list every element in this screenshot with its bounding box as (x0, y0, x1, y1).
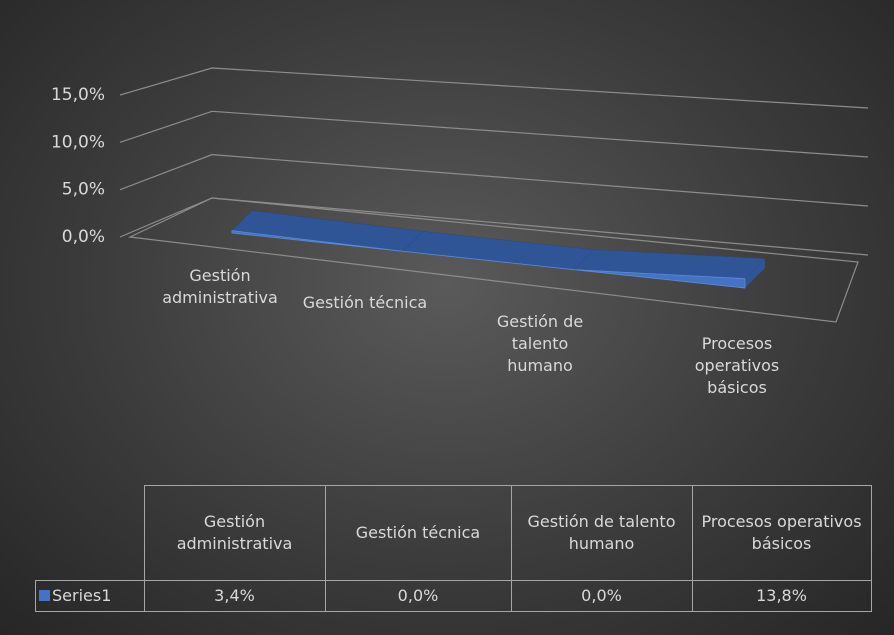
table-header: Gestión técnica (324, 485, 512, 581)
x-tick-label: Gestión de talento humano (496, 312, 584, 375)
data-table: Gestión administrativa Gestión técnica Ges… (35, 485, 872, 612)
legend-label: Series1 (52, 586, 112, 605)
x-tick-label: Gestión técnica (302, 293, 428, 312)
table-corner (35, 485, 145, 581)
area-side-face (745, 258, 765, 288)
area (231, 230, 746, 289)
grid-line (119, 110, 869, 158)
area-top-face (402, 231, 595, 270)
table-row: Series1 3,4% 0,0% 0,0% 13,8% (35, 580, 872, 612)
legend-key (39, 590, 50, 601)
table-value: 3,4% (143, 580, 326, 612)
grid-line (119, 67, 869, 109)
table-header: Procesos operativos básicos (691, 485, 872, 581)
table-value: 0,0% (324, 580, 512, 612)
y-tick-label: 0,0% (62, 227, 105, 247)
table-header: Gestión de talento humano (510, 485, 693, 581)
y-tick-label: 10,0% (51, 132, 105, 152)
y-tick-label: 5,0% (62, 180, 105, 200)
x-tick-label: Gestión administrativa (162, 266, 278, 307)
table-header: Gestión administrativa (143, 485, 326, 581)
x-tick-label: Procesos operativos básicos (694, 334, 780, 397)
legend-cell: Series1 (35, 580, 145, 612)
table-value: 0,0% (510, 580, 693, 612)
area-top-face (231, 210, 424, 252)
floor (127, 197, 859, 323)
grid-line (119, 154, 869, 207)
y-tick-label: 15,0% (51, 85, 105, 105)
table-value: 13,8% (691, 580, 872, 612)
table-header-row: Gestión administrativa Gestión técnica Ges… (35, 485, 872, 581)
